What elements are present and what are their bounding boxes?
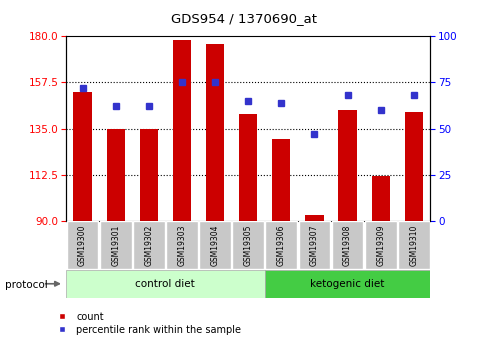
Bar [338, 110, 356, 221]
FancyBboxPatch shape [264, 270, 429, 298]
Bar [172, 40, 191, 221]
Bar [73, 91, 91, 221]
Text: GSM19304: GSM19304 [210, 225, 219, 266]
FancyBboxPatch shape [166, 221, 198, 269]
Bar [272, 139, 290, 221]
Bar [404, 112, 422, 221]
Bar [239, 114, 257, 221]
FancyBboxPatch shape [364, 221, 396, 269]
FancyBboxPatch shape [331, 221, 363, 269]
FancyBboxPatch shape [232, 221, 264, 269]
Text: GSM19307: GSM19307 [309, 225, 318, 266]
FancyBboxPatch shape [133, 221, 164, 269]
Text: GDS954 / 1370690_at: GDS954 / 1370690_at [171, 12, 317, 25]
Text: GSM19302: GSM19302 [144, 225, 153, 266]
FancyBboxPatch shape [199, 221, 230, 269]
Text: GSM19303: GSM19303 [177, 225, 186, 266]
Text: GSM19301: GSM19301 [111, 225, 120, 266]
Text: protocol: protocol [5, 280, 47, 289]
Text: GSM19300: GSM19300 [78, 225, 87, 266]
Text: GSM19305: GSM19305 [243, 225, 252, 266]
FancyBboxPatch shape [397, 221, 429, 269]
Text: GSM19310: GSM19310 [408, 225, 417, 266]
Bar [305, 215, 323, 221]
Bar [106, 128, 124, 221]
FancyBboxPatch shape [265, 221, 297, 269]
Text: control diet: control diet [135, 279, 195, 289]
Bar [371, 176, 389, 221]
Text: GSM19309: GSM19309 [375, 225, 385, 266]
Text: GSM19308: GSM19308 [342, 225, 351, 266]
FancyBboxPatch shape [66, 221, 98, 269]
Legend: count, percentile rank within the sample: count, percentile rank within the sample [49, 308, 244, 338]
Bar [140, 128, 158, 221]
Bar [205, 45, 224, 221]
FancyBboxPatch shape [100, 221, 131, 269]
Text: GSM19306: GSM19306 [276, 225, 285, 266]
Text: ketogenic diet: ketogenic diet [310, 279, 384, 289]
FancyBboxPatch shape [66, 270, 264, 298]
FancyBboxPatch shape [298, 221, 329, 269]
